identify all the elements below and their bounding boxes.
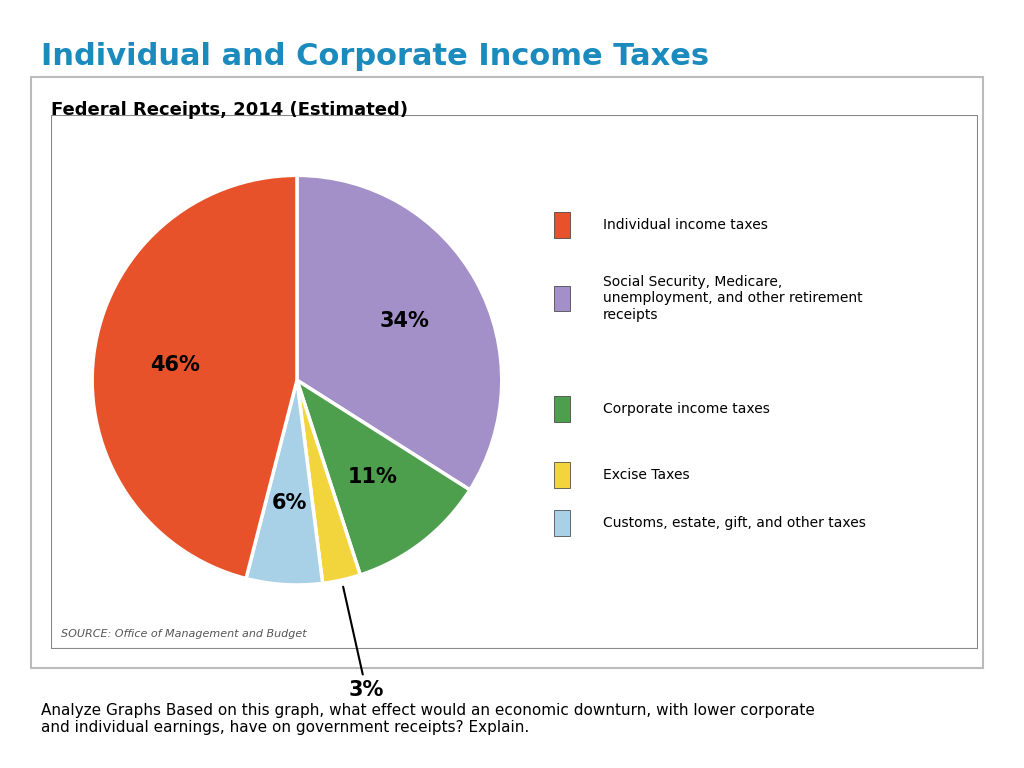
Text: SOURCE: Office of Management and Budget: SOURCE: Office of Management and Budget <box>61 629 307 639</box>
Wedge shape <box>92 175 297 578</box>
FancyBboxPatch shape <box>554 396 569 422</box>
Text: Federal Receipts, 2014 (Estimated): Federal Receipts, 2014 (Estimated) <box>51 101 409 119</box>
Text: Individual income taxes: Individual income taxes <box>603 217 768 232</box>
Text: 6%: 6% <box>271 493 307 513</box>
Text: Corporate income taxes: Corporate income taxes <box>603 402 770 416</box>
Text: Excise Taxes: Excise Taxes <box>603 468 690 482</box>
Text: 34%: 34% <box>380 311 430 331</box>
Wedge shape <box>297 175 502 490</box>
Text: 3%: 3% <box>343 587 384 700</box>
FancyBboxPatch shape <box>554 286 569 311</box>
Text: 11%: 11% <box>347 467 397 487</box>
Text: Analyze Graphs Based on this graph, what effect would an economic downturn, with: Analyze Graphs Based on this graph, what… <box>41 703 815 735</box>
Text: Customs, estate, gift, and other taxes: Customs, estate, gift, and other taxes <box>603 516 866 531</box>
Text: 46%: 46% <box>151 355 200 375</box>
FancyBboxPatch shape <box>554 511 569 536</box>
Text: Individual and Corporate Income Taxes: Individual and Corporate Income Taxes <box>41 42 709 71</box>
Wedge shape <box>246 380 323 585</box>
Wedge shape <box>297 380 470 575</box>
FancyBboxPatch shape <box>554 212 569 237</box>
Text: Social Security, Medicare,
unemployment, and other retirement
receipts: Social Security, Medicare, unemployment,… <box>603 275 863 322</box>
FancyBboxPatch shape <box>554 462 569 488</box>
Wedge shape <box>297 380 360 584</box>
